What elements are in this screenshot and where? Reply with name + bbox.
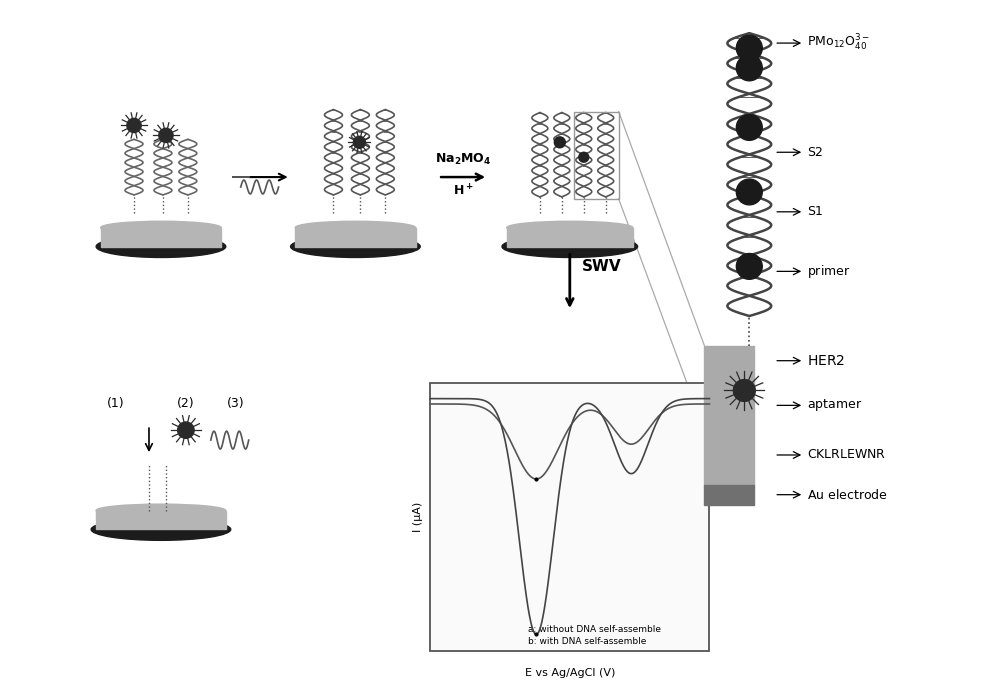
Ellipse shape (96, 504, 226, 517)
Text: $\mathrm{Au\ electrode}$: $\mathrm{Au\ electrode}$ (807, 488, 888, 502)
Polygon shape (295, 228, 416, 247)
Polygon shape (101, 228, 221, 247)
Text: I (μA): I (μA) (413, 501, 423, 532)
Text: $\mathrm{aptamer}$: $\mathrm{aptamer}$ (807, 398, 862, 413)
Text: $\mathrm{S2}$: $\mathrm{S2}$ (807, 146, 824, 159)
Circle shape (736, 179, 762, 205)
Circle shape (733, 380, 755, 402)
Polygon shape (96, 511, 226, 529)
Text: $\mathrm{primer}$: $\mathrm{primer}$ (807, 263, 851, 280)
Circle shape (736, 55, 762, 80)
Polygon shape (507, 228, 633, 247)
Ellipse shape (96, 236, 226, 258)
Ellipse shape (507, 221, 633, 234)
Text: $\mathbf{H^+}$: $\mathbf{H^+}$ (453, 183, 473, 198)
Text: $\mathrm{PMo_{12}O_{40}^{3-}}$: $\mathrm{PMo_{12}O_{40}^{3-}}$ (807, 33, 870, 53)
Circle shape (736, 115, 762, 140)
Ellipse shape (295, 221, 416, 234)
Circle shape (178, 422, 194, 439)
Bar (574, 112, 619, 199)
Text: $\mathbf{Na_2MO_4}$: $\mathbf{Na_2MO_4}$ (435, 152, 491, 167)
Circle shape (554, 137, 565, 148)
Ellipse shape (291, 236, 420, 258)
Circle shape (127, 119, 141, 132)
Text: $\mathrm{HER2}$: $\mathrm{HER2}$ (807, 354, 845, 368)
Polygon shape (704, 346, 754, 485)
Circle shape (353, 136, 365, 149)
Circle shape (579, 152, 589, 162)
Circle shape (736, 254, 762, 280)
Text: E vs Ag/AgCl (V): E vs Ag/AgCl (V) (525, 668, 615, 679)
Circle shape (159, 128, 173, 143)
Ellipse shape (91, 518, 231, 540)
Polygon shape (704, 485, 754, 505)
Bar (430, 383, 709, 651)
Text: $\mathrm{S1}$: $\mathrm{S1}$ (807, 205, 824, 218)
Text: $\mathrm{CKLRLEWNR}$: $\mathrm{CKLRLEWNR}$ (807, 449, 886, 462)
Text: SWV: SWV (582, 259, 621, 274)
Circle shape (736, 35, 762, 61)
Text: a: without DNA self-assemble: a: without DNA self-assemble (528, 625, 661, 634)
Ellipse shape (502, 236, 638, 258)
Ellipse shape (101, 221, 221, 234)
Text: b: with DNA self-assemble: b: with DNA self-assemble (528, 636, 646, 646)
Text: (1): (1) (107, 398, 125, 411)
Text: (2): (2) (177, 398, 195, 411)
Text: (3): (3) (227, 398, 245, 411)
